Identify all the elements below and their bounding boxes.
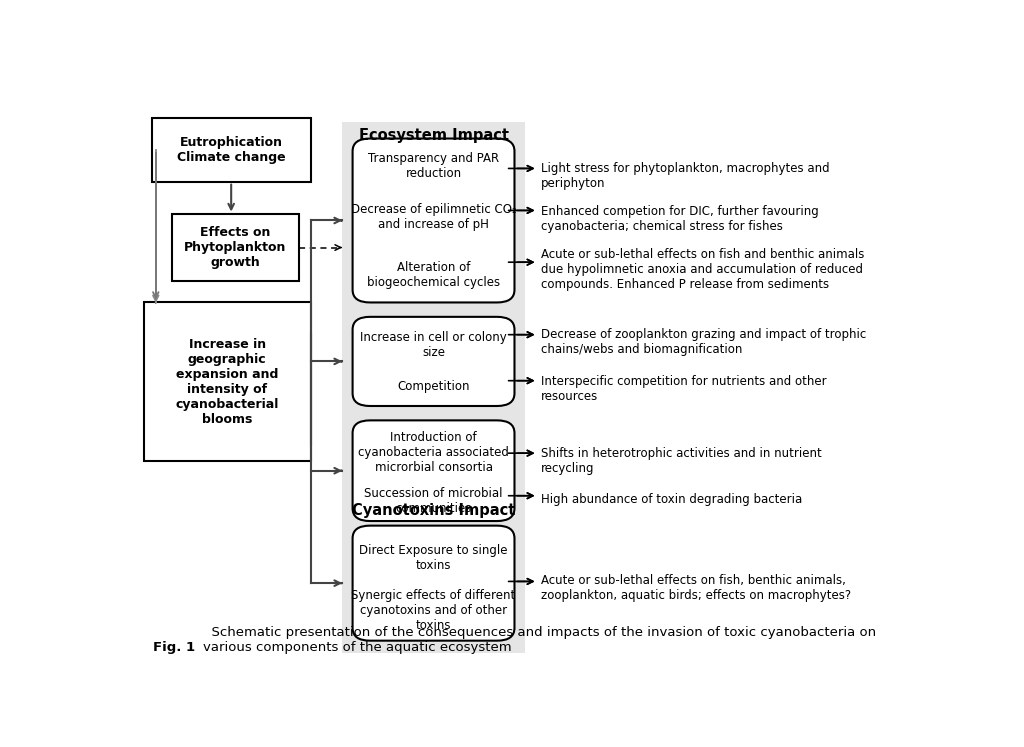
Text: Light stress for phytoplankton, macrophytes and
periphyton: Light stress for phytoplankton, macrophy… — [541, 161, 829, 190]
FancyBboxPatch shape — [342, 498, 524, 654]
Text: Introduction of
cyanobacteria associated
microrbial consortia: Introduction of cyanobacteria associated… — [358, 431, 509, 474]
Text: Fig. 1: Fig. 1 — [154, 642, 196, 654]
FancyBboxPatch shape — [352, 317, 514, 406]
Text: Eutrophication
Climate change: Eutrophication Climate change — [177, 136, 286, 164]
FancyBboxPatch shape — [342, 123, 524, 598]
FancyBboxPatch shape — [352, 526, 514, 641]
Text: Increase in
geographic
expansion and
intensity of
cyanobacterial
blooms: Increase in geographic expansion and int… — [175, 338, 279, 426]
Text: Ecosystem Impact: Ecosystem Impact — [358, 128, 509, 143]
Text: Succession of microbial
communities: Succession of microbial communities — [365, 487, 503, 515]
FancyBboxPatch shape — [152, 118, 310, 182]
FancyBboxPatch shape — [143, 303, 310, 461]
Text: Competition: Competition — [397, 380, 470, 393]
Text: Transparency and PAR
reduction: Transparency and PAR reduction — [368, 152, 499, 180]
Text: Alteration of
biogeochemical cycles: Alteration of biogeochemical cycles — [367, 261, 500, 288]
Text: Decrease of epilimnetic CO₂
and increase of pH: Decrease of epilimnetic CO₂ and increase… — [350, 203, 516, 232]
Text: Shifts in heterotrophic activities and in nutrient
recycling: Shifts in heterotrophic activities and i… — [541, 447, 821, 475]
Text: Effects on
Phytoplankton
growth: Effects on Phytoplankton growth — [184, 226, 287, 269]
Text: Schematic presentation of the consequences and impacts of the invasion of toxic : Schematic presentation of the consequenc… — [204, 627, 877, 654]
Text: Interspecific competition for nutrients and other
resources: Interspecific competition for nutrients … — [541, 375, 826, 403]
FancyBboxPatch shape — [352, 138, 514, 303]
Text: High abundance of toxin degrading bacteria: High abundance of toxin degrading bacter… — [541, 494, 802, 506]
Text: Cyanotoxins Impact: Cyanotoxins Impact — [352, 503, 515, 518]
FancyBboxPatch shape — [352, 421, 514, 521]
Text: Acute or sub-lethal effects on fish, benthic animals,
zooplankton, aquatic birds: Acute or sub-lethal effects on fish, ben… — [541, 574, 851, 602]
Text: Enhanced competion for DIC, further favouring
cyanobacteria; chemical stress for: Enhanced competion for DIC, further favo… — [541, 205, 818, 232]
Text: Direct Exposure to single
toxins: Direct Exposure to single toxins — [359, 544, 508, 572]
Text: Decrease of zooplankton grazing and impact of trophic
chains/webs and biomagnifi: Decrease of zooplankton grazing and impa… — [541, 329, 866, 356]
FancyBboxPatch shape — [172, 214, 299, 281]
Text: Acute or sub-lethal effects on fish and benthic animals
due hypolimnetic anoxia : Acute or sub-lethal effects on fish and … — [541, 248, 864, 291]
Text: Synergic effects of different
cyanotoxins and of other
toxins: Synergic effects of different cyanotoxin… — [351, 589, 516, 632]
Text: Increase in cell or colony
size: Increase in cell or colony size — [360, 332, 507, 359]
